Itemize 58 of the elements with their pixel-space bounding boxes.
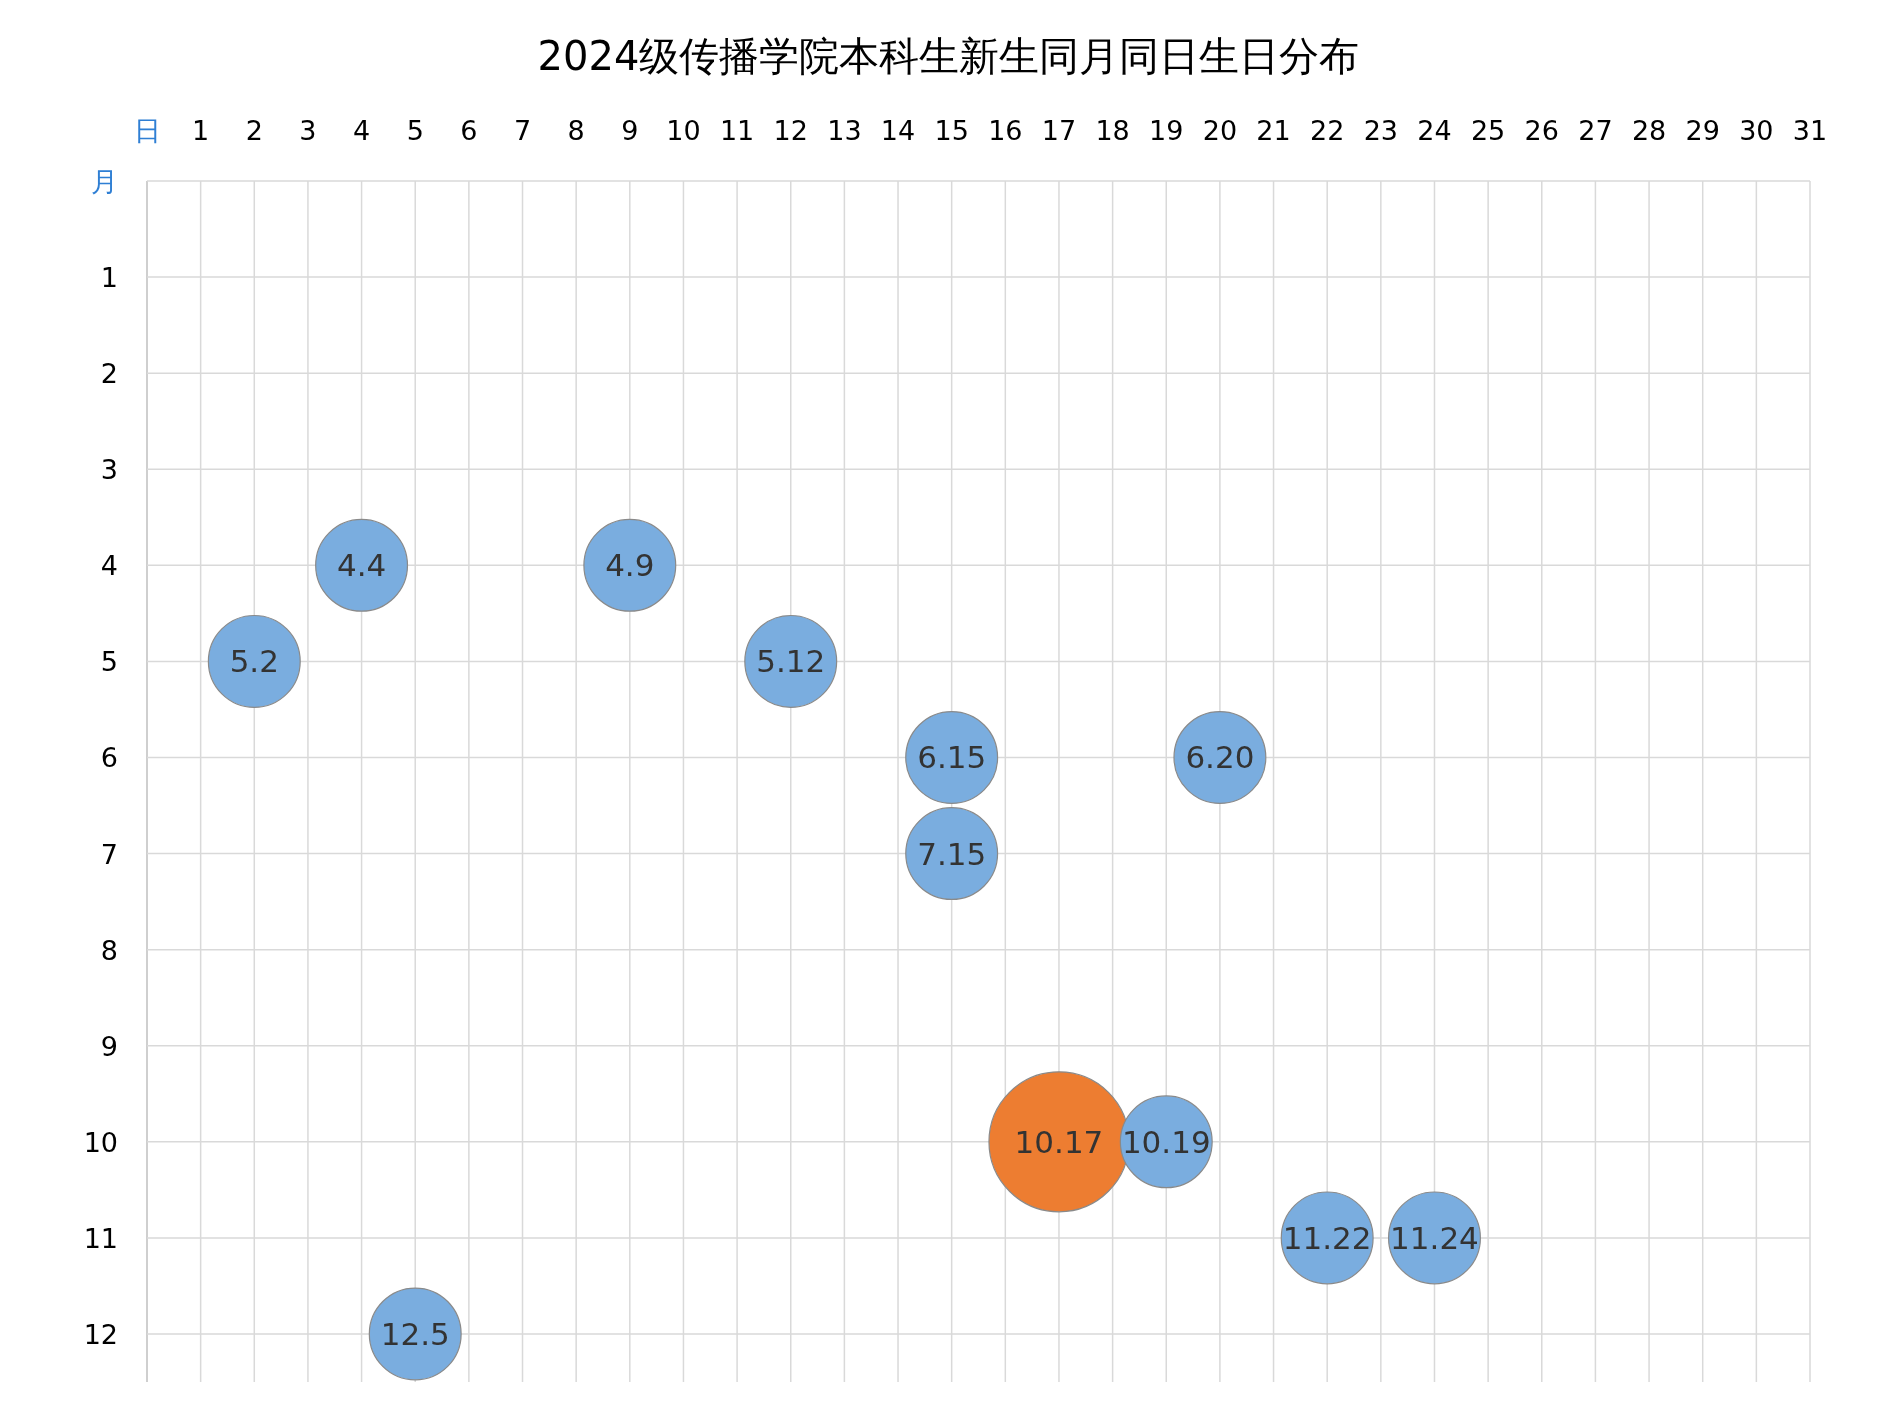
x-tick-label: 7 [513,115,532,146]
x-tick-label: 27 [1578,115,1613,146]
x-tick-label: 30 [1739,115,1774,146]
y-tick-label: 月 [91,166,118,197]
x-tick-label: 28 [1631,115,1667,146]
x-tick-label: 24 [1417,115,1452,146]
y-tick-label: 4 [100,550,118,582]
annotation: 7.15 [917,835,987,872]
x-tick-label: 6 [460,115,478,146]
x-tick-label: 20 [1202,115,1238,146]
y-tick-label: 12 [83,1318,118,1350]
annotation: 4.9 [605,547,655,584]
x-tick-label: 22 [1310,115,1345,146]
y-tick-label: 10 [83,1126,118,1158]
x-tick-label: 31 [1792,115,1828,146]
x-tick-label: 日 [133,115,161,146]
y-tick-label: 6 [100,742,118,774]
x-tick-label: 29 [1685,115,1720,146]
x-tick-label: 9 [621,115,639,146]
x-tick-label: 1 [192,115,210,146]
annotation: 10.19 [1121,1123,1211,1160]
x-tick-label: 23 [1363,115,1399,146]
annotation: 12.5 [380,1315,450,1352]
x-tick-label: 15 [934,115,969,146]
annotation: 4.4 [336,547,387,584]
annotation: 10.17 [1014,1123,1104,1160]
annotation: 6.20 [1185,739,1255,776]
x-tick-label: 16 [988,115,1023,146]
y-tick-label: 3 [100,454,118,486]
y-tick-label: 2 [100,358,118,390]
x-tick-label: 13 [827,115,862,146]
x-tick-label: 17 [1041,115,1077,146]
y-tick-label: 7 [100,838,118,870]
x-tick-label: 14 [880,115,916,146]
x-tick-label: 26 [1524,115,1559,146]
y-tick-label: 5 [100,646,118,678]
annotation: 5.2 [229,643,279,680]
x-tick-label: 5 [406,115,424,146]
x-tick-label: 11 [719,115,755,146]
annotation: 5.12 [756,643,826,680]
chart-title: 2024级传播学院本科生新生同月同日生日分布 [537,33,1360,79]
x-tick-label: 10 [666,115,701,146]
annotation: 6.15 [917,739,987,776]
x-tick-label: 2 [245,115,263,146]
x-tick-label: 12 [773,115,808,146]
y-tick-label: 8 [100,934,118,966]
x-tick-label: 4 [352,115,371,146]
x-tick-label: 8 [567,115,585,146]
annotation: 11.24 [1390,1219,1479,1256]
x-tick-label: 18 [1095,115,1130,146]
x-tick-label: 21 [1256,115,1291,146]
x-tick-label: 19 [1149,115,1184,146]
annotation: 11.22 [1282,1219,1372,1256]
x-tick-label: 3 [299,115,317,146]
y-tick-label: 1 [100,262,118,294]
x-tick-label: 25 [1470,115,1506,146]
y-tick-label: 9 [100,1030,118,1062]
y-tick-label: 11 [83,1222,118,1254]
